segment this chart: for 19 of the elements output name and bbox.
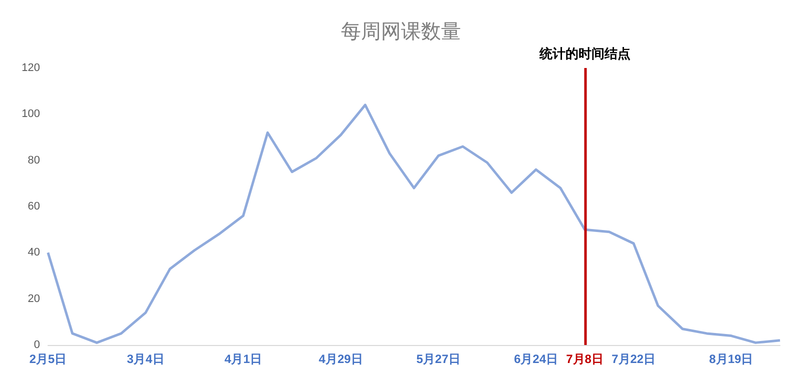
ref-line-label: 统计的时间结点 bbox=[538, 46, 630, 61]
x-tick-label: 5月27日 bbox=[416, 352, 460, 366]
x-tick-label: 7月22日 bbox=[612, 352, 656, 366]
x-tick-label: 3月4日 bbox=[126, 352, 164, 366]
y-tick-label: 80 bbox=[28, 154, 40, 166]
y-tick-label: 0 bbox=[34, 339, 40, 351]
y-tick-label: 120 bbox=[22, 62, 40, 74]
x-tick-label: 7月8日 bbox=[566, 352, 604, 366]
y-tick-label: 20 bbox=[28, 292, 40, 305]
x-tick-label: 4月1日 bbox=[224, 352, 262, 366]
chart-title: 每周网课数量 bbox=[341, 19, 461, 43]
x-tick-label: 4月29日 bbox=[318, 352, 363, 366]
x-tick-label: 8月19日 bbox=[709, 352, 754, 366]
y-tick-label: 100 bbox=[22, 108, 40, 120]
y-tick-label: 60 bbox=[28, 200, 40, 212]
line-series bbox=[46, 104, 782, 344]
y-tick-label: 40 bbox=[28, 246, 40, 259]
x-tick-label: 2月5日 bbox=[29, 352, 67, 366]
x-tick-label: 6月24日 bbox=[514, 352, 558, 366]
